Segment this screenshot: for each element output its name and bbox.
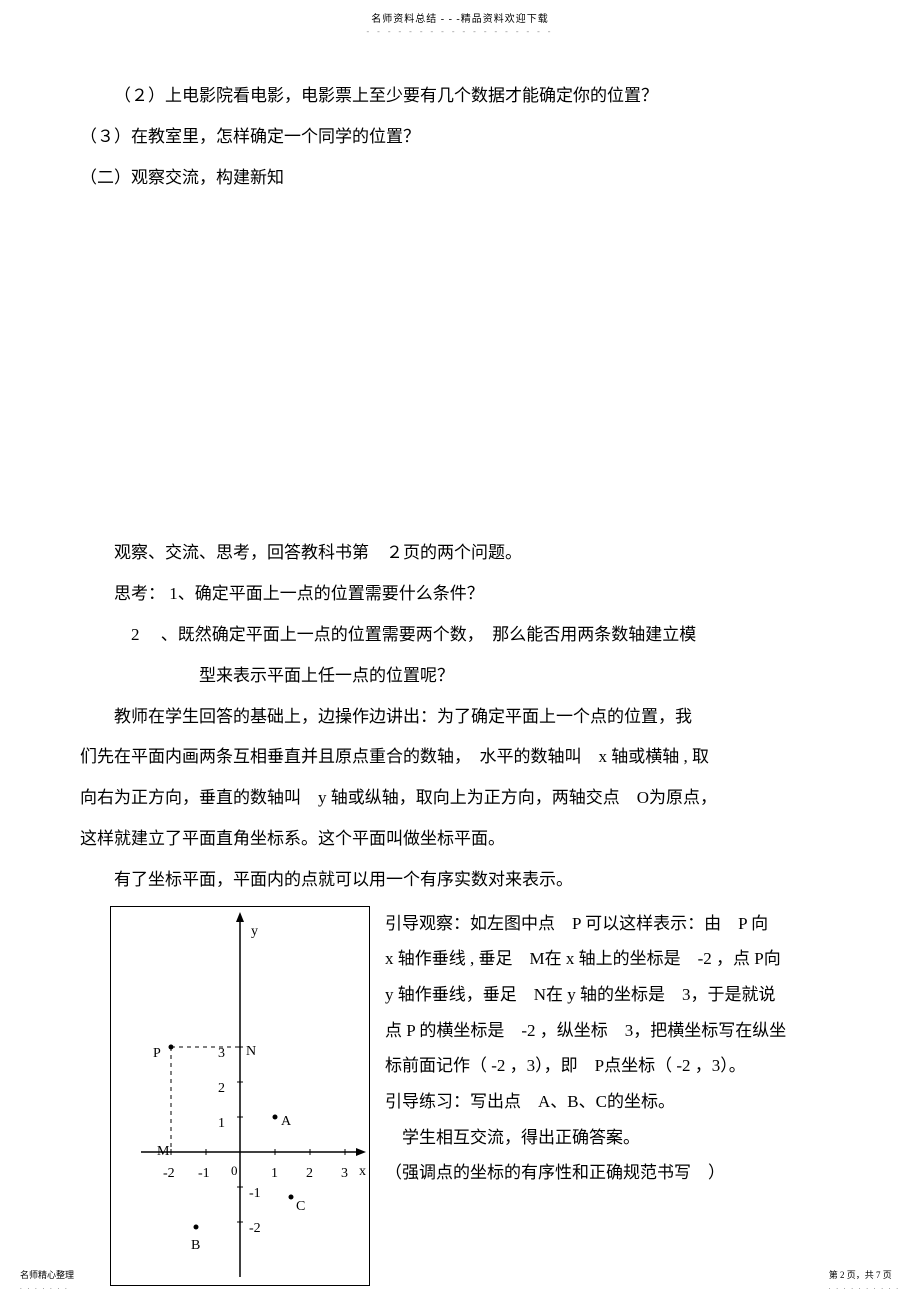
tick-neg2x: -2 [163, 1157, 175, 1191]
page-header: 名师资料总结 - - -精品资料欢迎下载 [0, 0, 920, 25]
para-think2: 2 、既然确定平面上一点的位置需要两个数， 那么能否用两条数轴建立模 [80, 615, 840, 656]
tick-neg2y: -2 [249, 1212, 261, 1246]
para-observe: 观察、交流、思考，回答教科书第 ２页的两个问题。 [80, 533, 840, 574]
tick-neg1x: -1 [198, 1157, 210, 1191]
footer-left-dots: . . . . . . . [20, 1283, 69, 1291]
tick-2: 2 [218, 1072, 225, 1106]
footer-left: 名师精心整理 . . . . . . . [20, 1268, 74, 1291]
para-section2: （二）观察交流，构建新知 [80, 158, 840, 199]
para-q3: （３）在教室里，怎样确定一个同学的位置？ [80, 117, 840, 158]
coordinate-figure: y x 0 P N M A B C 3 2 1 -1 -2 -2 -1 1 2 … [110, 906, 370, 1286]
para-q2: （２）上电影院看电影，电影票上至少要有几个数据才能确定你的位置？ [80, 76, 840, 117]
y-axis-label: y [251, 915, 258, 949]
footer-left-text: 名师精心整理 [20, 1270, 74, 1280]
caption-6: 引导练习：写出点 A、B、C的坐标。 [385, 1084, 840, 1120]
point-p-label: P [153, 1037, 161, 1071]
point-b-label: B [191, 1229, 200, 1263]
caption-7: 学生相互交流，得出正确答案。 [385, 1120, 840, 1156]
para-plane: 这样就建立了平面直角坐标系。这个平面叫做坐标平面。 [80, 819, 840, 860]
header-dots: - - - - - - - - - - - - - - - - - - [0, 27, 920, 36]
blank-space [80, 198, 840, 533]
caption-3: y 轴作垂线，垂足 N在 y 轴的坐标是 3，于是就说 [385, 977, 840, 1013]
caption-4: 点 P 的横坐标是 -2 ，纵坐标 3，把横坐标写在纵坐 [385, 1013, 840, 1049]
point-c-label: C [296, 1190, 305, 1224]
para-ordered: 有了坐标平面，平面内的点就可以用一个有序实数对来表示。 [80, 860, 840, 901]
caption-5: 标前面记作（ -2 ，3），即 P点坐标（ -2 ，3）。 [385, 1048, 840, 1084]
footer-right-text: 第 2 页，共 7 页 [829, 1270, 892, 1280]
tick-3: 3 [218, 1037, 225, 1071]
tick-x1: 1 [271, 1157, 278, 1191]
origin-label: 0 [231, 1155, 238, 1186]
caption-8: （强调点的坐标的有序性和正确规范书写 ） [385, 1155, 840, 1191]
header-title: 名师资料总结 - - -精品资料欢迎下载 [371, 14, 549, 25]
footer-right-dots: . . . . . . . . . . [829, 1283, 900, 1291]
footer-right: 第 2 页，共 7 页 . . . . . . . . . . [829, 1268, 900, 1291]
para-teacher: 教师在学生回答的基础上，边操作边讲出：为了确定平面上一个点的位置，我 [80, 697, 840, 738]
para-axes2: 向右为正方向，垂直的数轴叫 y 轴或纵轴，取向上为正方向，两轴交点 O为原点， [80, 778, 840, 819]
tick-x2: 2 [306, 1157, 313, 1191]
caption-2: x 轴作垂线 , 垂足 M在 x 轴上的坐标是 -2 ，点 P向 [385, 941, 840, 977]
caption-1: 引导观察：如左图中点 P 可以这样表示：由 P 向 [385, 906, 840, 942]
tick-x3: 3 [341, 1157, 348, 1191]
point-a-label: A [281, 1105, 291, 1139]
tick-1: 1 [218, 1107, 225, 1141]
tick-neg1y: -1 [249, 1177, 261, 1211]
main-content: （２）上电影院看电影，电影票上至少要有几个数据才能确定你的位置？ （３）在教室里… [0, 36, 920, 1286]
figure-section: y x 0 P N M A B C 3 2 1 -1 -2 -2 -1 1 2 … [80, 906, 840, 1286]
figure-caption: 引导观察：如左图中点 P 可以这样表示：由 P 向 x 轴作垂线 , 垂足 M在… [370, 906, 840, 1192]
para-axes1: 们先在平面内画两条互相垂直并且原点重合的数轴， 水平的数轴叫 x 轴或横轴 , … [80, 737, 840, 778]
para-think: 思考： 1、确定平面上一点的位置需要什么条件？ [80, 574, 840, 615]
para-think2b: 型来表示平面上任一点的位置呢？ [80, 656, 840, 697]
point-n-label: N [246, 1035, 256, 1069]
coordinate-svg [111, 907, 369, 1285]
x-axis-label: x [359, 1155, 366, 1189]
